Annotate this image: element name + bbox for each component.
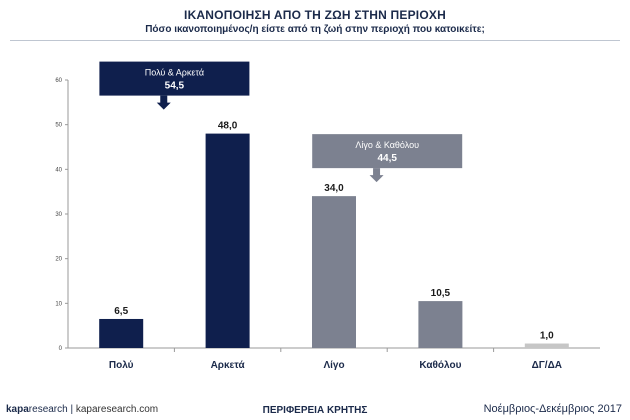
bar-5 <box>524 343 569 348</box>
header-divider <box>10 40 620 41</box>
brand-logo: kaparesearch | kaparesearch.com <box>6 404 158 415</box>
y-tick-label: 10 <box>55 301 62 307</box>
brand-site: kaparesearch.com <box>75 404 159 415</box>
down-arrow-icon <box>156 95 171 110</box>
footer-date: Νοέμβριος-Δεκέμβριος 2017 <box>483 403 622 415</box>
bar-value-label: 10,5 <box>431 288 451 299</box>
down-arrow-icon <box>369 168 384 183</box>
y-tick-label: 0 <box>59 346 63 352</box>
group-callout-box <box>99 61 250 96</box>
chart-title: ΙΚΑΝΟΠΟΙΗΣΗ ΑΠΟ ΤΗ ΖΩΗ ΣΤΗΝ ΠΕΡΙΟΧΗ <box>184 8 446 22</box>
bar-value-label: 6,5 <box>114 306 128 317</box>
bar-value-label: 34,0 <box>324 183 344 194</box>
group-callout-value: 54,5 <box>165 81 185 92</box>
brand-kapa: kapa <box>6 404 29 415</box>
footer-region: ΠΕΡΙΦΕΡΕΙΑ ΚΡΗΤΗΣ <box>262 405 368 416</box>
y-tick-label: 50 <box>55 123 62 129</box>
bar-chart: 0 10 20 30 40 50 60 6,5 Πολύ 48,0 Αρκετά 34,0 Λίγο 10… <box>55 61 600 371</box>
group-callout-label: Πολύ & Αρκετά <box>145 68 204 78</box>
bar-2 <box>205 133 250 348</box>
y-tick-label: 40 <box>55 167 62 173</box>
category-label: Πολύ <box>109 360 134 371</box>
brand-separator: | <box>70 404 74 415</box>
bar-4 <box>418 301 463 348</box>
category-label: Λίγο <box>323 360 344 371</box>
brand-research: research <box>28 404 68 415</box>
bar-3 <box>312 196 356 348</box>
category-label: ΔΓ/ΔΑ <box>532 360 562 371</box>
group-callout-value: 44,5 <box>377 153 397 164</box>
y-tick-label: 60 <box>55 78 62 84</box>
group-callout-label: Λίγο & Καθόλου <box>355 140 419 150</box>
bar-1 <box>99 318 144 348</box>
group-callout-box <box>312 134 463 169</box>
category-label: Καθόλου <box>419 360 461 371</box>
category-label: Αρκετά <box>211 360 246 371</box>
y-tick-label: 20 <box>55 257 62 263</box>
y-tick-label: 30 <box>55 212 62 218</box>
chart-subtitle: Πόσο ικανοποιημένος/η είστε από τη ζωή σ… <box>145 24 485 35</box>
bar-value-label: 48,0 <box>218 121 238 132</box>
bar-value-label: 1,0 <box>540 331 554 342</box>
